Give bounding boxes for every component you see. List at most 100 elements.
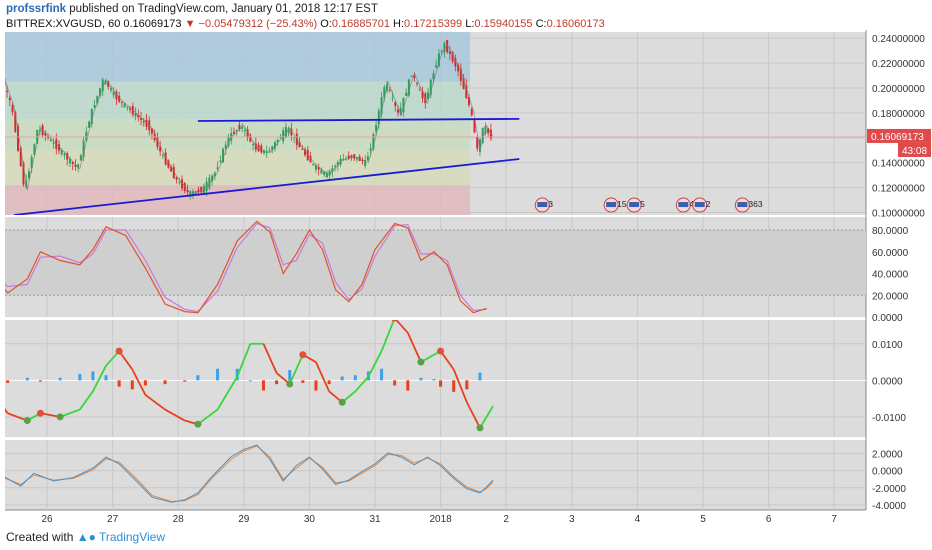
histogram-bar	[406, 380, 410, 391]
candle-body	[437, 53, 440, 66]
ohlc-line: BITTREX:XVGUSD, 60 0.16069173 ▼ −0.05479…	[6, 18, 605, 30]
signal-segment	[262, 343, 278, 374]
candle-body	[276, 139, 279, 143]
histogram-bar	[353, 375, 357, 381]
candle-body	[238, 124, 241, 130]
signal-segment	[216, 376, 239, 411]
stoch-tick-label: 20.0000	[872, 291, 909, 302]
signal-segment	[466, 401, 481, 429]
signal-segment	[164, 408, 186, 422]
stoch-tick-label: 60.0000	[872, 248, 909, 259]
candle-body	[90, 108, 93, 125]
candle-body	[465, 85, 468, 99]
candle-body	[79, 155, 82, 161]
signal-segment	[406, 332, 422, 363]
candle-body	[271, 146, 274, 151]
histogram-bar	[452, 380, 456, 392]
candle-body	[71, 161, 74, 164]
macd-tick-label: 0.0100	[872, 340, 903, 351]
candle-body	[375, 125, 378, 132]
candle-body	[246, 129, 249, 138]
trough-dot	[476, 424, 484, 432]
candle-body	[213, 172, 216, 177]
high-value: 0.17215399	[404, 18, 463, 30]
candle-body	[1, 74, 3, 78]
price-axis	[866, 30, 932, 512]
candle-body	[399, 107, 402, 116]
histogram-bar	[314, 380, 318, 391]
time-tick-label: 2	[503, 514, 509, 525]
stoch-tick-label: 40.0000	[872, 270, 909, 281]
candle-body	[462, 77, 465, 90]
candle-body	[93, 105, 96, 108]
candle-body	[252, 144, 255, 146]
candle-body	[334, 166, 337, 168]
candle-body	[219, 160, 222, 162]
low-label: L:	[465, 18, 475, 30]
footer: Created with ▲● TradingView	[6, 530, 165, 544]
histogram-bar	[419, 377, 423, 381]
candle-body	[279, 136, 282, 139]
candle-body	[268, 150, 271, 152]
candle-body	[263, 150, 266, 154]
time-tick-label: 7	[831, 514, 837, 525]
candle-body	[402, 97, 405, 113]
candle-body	[293, 136, 296, 138]
candle-body	[66, 153, 69, 160]
candle-body	[249, 135, 252, 142]
osc-fast-line	[5, 444, 494, 503]
price-tick-label: 0.12000000	[872, 184, 925, 195]
candle-body	[118, 95, 121, 102]
tradingview-brand[interactable]: TradingView	[98, 530, 166, 544]
price-tick-label: 0.20000000	[872, 84, 925, 95]
candle-body	[457, 64, 460, 72]
candle-body	[14, 111, 17, 132]
candle-body	[489, 129, 492, 139]
candle-body	[331, 168, 334, 172]
candle-body	[328, 170, 331, 176]
stoch-tick-label: 0.0000	[872, 313, 903, 324]
time-tick-label: 28	[173, 514, 185, 525]
candle-body	[377, 110, 380, 125]
down-arrow-icon: ▼	[184, 18, 196, 30]
open-label: O:	[320, 18, 332, 30]
histogram-bar	[216, 368, 220, 381]
candle-body	[407, 79, 410, 96]
tradingview-logo-icon: ▲●	[76, 530, 96, 544]
candle-body	[355, 157, 358, 160]
candle-body	[109, 88, 112, 91]
candle-body	[22, 163, 25, 185]
candle-body	[205, 181, 208, 191]
candle-body	[320, 169, 323, 174]
candle-body	[416, 83, 419, 85]
time-tick-label: 30	[304, 514, 316, 525]
candle-body	[104, 80, 107, 85]
time-tick-label: 27	[107, 514, 119, 525]
candle-body	[312, 163, 315, 165]
candle-body	[58, 144, 61, 151]
candle-body	[6, 90, 9, 93]
candle-body	[273, 142, 276, 149]
candle-body	[232, 131, 235, 134]
signal-segment	[367, 350, 383, 378]
histogram-bar	[58, 377, 62, 381]
candle-body	[265, 151, 268, 154]
signal-segment	[452, 369, 468, 403]
candle-body	[317, 166, 320, 170]
event-count: 4	[689, 199, 694, 209]
candle-body	[140, 117, 143, 120]
osc-pane	[5, 444, 866, 506]
pane-3-background	[5, 440, 866, 510]
time-tick-label: 6	[766, 514, 772, 525]
candle-body	[243, 130, 246, 132]
candle-body	[77, 164, 80, 168]
peak-dot	[391, 320, 398, 322]
histogram-bar	[288, 370, 292, 381]
candle-body	[301, 148, 304, 150]
peak-dot	[115, 347, 123, 355]
candle-body	[189, 191, 192, 197]
candle-body	[443, 43, 446, 53]
signal-segment	[288, 354, 304, 385]
author-name[interactable]: profssrfink	[6, 3, 67, 15]
